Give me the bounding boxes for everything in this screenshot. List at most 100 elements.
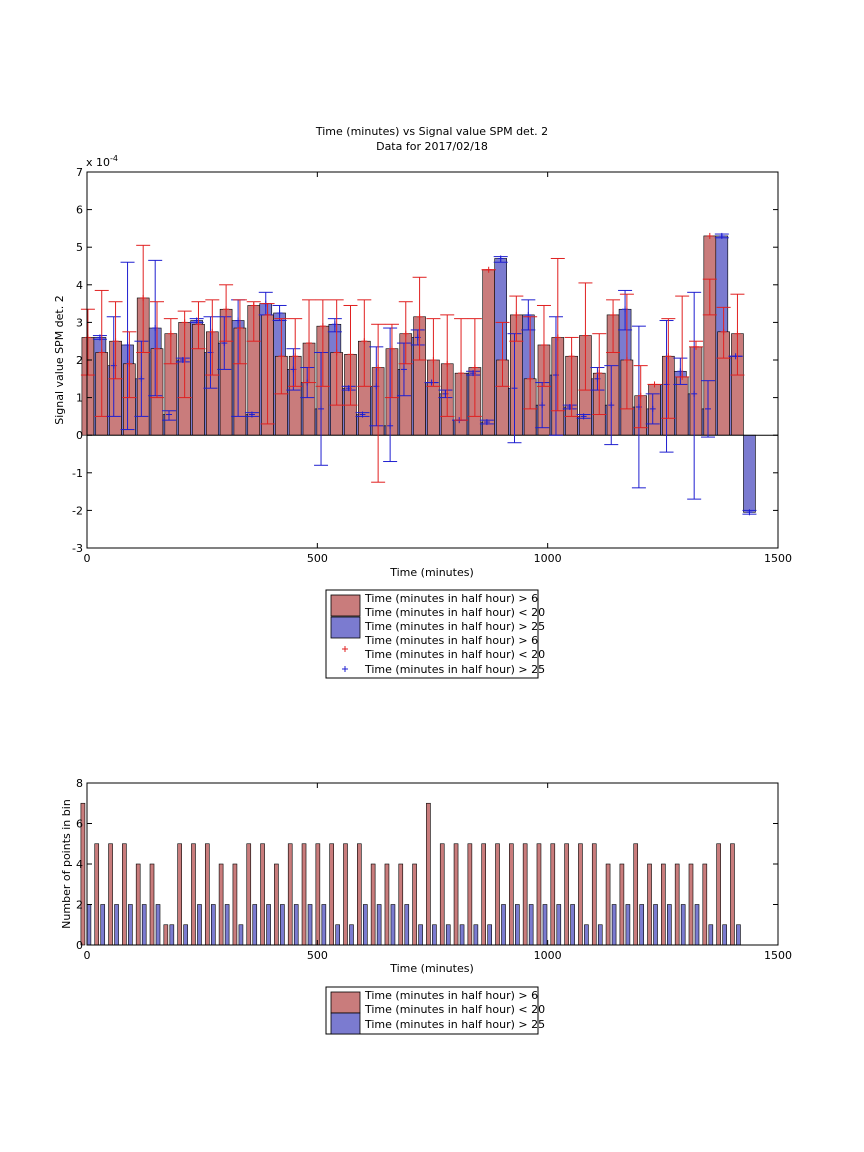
top-x-tick-label: 500 xyxy=(307,552,328,565)
count-bar-blue xyxy=(197,904,202,946)
count-bar-red xyxy=(467,843,473,946)
count-bar-red xyxy=(605,863,611,946)
red-error-bar xyxy=(315,299,330,387)
blue-error-bar xyxy=(479,419,494,426)
count-bar-red xyxy=(357,843,362,946)
red-error-bar xyxy=(440,314,455,417)
red-error-bar xyxy=(633,365,648,429)
red-error-bar xyxy=(371,323,386,483)
exponent-power: -4 xyxy=(110,154,118,163)
count-bar-red xyxy=(108,843,113,946)
red-error-bar xyxy=(412,276,427,361)
legend-red-line2: Time (minutes in half hour) < 20 xyxy=(364,606,545,619)
blue-error-bar xyxy=(162,410,177,421)
bottom-y-tick-label: 8 xyxy=(76,777,83,790)
count-bar-blue xyxy=(155,904,161,946)
bottom-legend-swatch-red xyxy=(330,991,361,1014)
count-bar-blue xyxy=(363,904,368,946)
top-x-axis-label: Time (minutes) xyxy=(389,566,474,579)
blue-error-bar xyxy=(189,317,204,324)
count-bar-blue xyxy=(293,904,299,946)
count-bar-blue xyxy=(708,924,714,946)
legend-swatch-red xyxy=(330,594,361,617)
blue-error-bar xyxy=(383,327,398,463)
count-bar-red xyxy=(619,863,625,946)
count-bar-blue xyxy=(349,924,354,946)
count-bar-blue xyxy=(556,904,562,946)
bottom-y-axis-label: Number of points in bin xyxy=(60,799,73,929)
count-bar-red xyxy=(80,802,86,946)
red-error-bar xyxy=(536,304,551,387)
blue-error-bar xyxy=(576,413,591,420)
count-bar-red xyxy=(536,843,542,946)
count-bar-blue xyxy=(418,924,423,946)
count-bar-blue xyxy=(653,904,658,946)
red-error-bar xyxy=(288,318,303,387)
blue-error-bar xyxy=(410,329,425,346)
red-error-bar xyxy=(329,299,344,406)
legend-red-line1: Time (minutes in half hour) > 6 xyxy=(364,592,538,605)
count-bar-red xyxy=(329,843,334,946)
bottom-x-tick-label: 500 xyxy=(307,949,328,962)
blue-error-bar xyxy=(396,342,411,397)
red-error-bar xyxy=(163,318,178,365)
count-bar-blue xyxy=(169,924,175,946)
red-error-bar xyxy=(688,340,703,350)
top-chart-subtitle: Data for 2017/02/18 xyxy=(376,140,488,153)
count-bar-red xyxy=(716,843,721,946)
bottom-legend-red-line1: Time (minutes in half hour) > 6 xyxy=(364,989,538,1002)
legend-red-marker-line2: Time (minutes in half hour) < 20 xyxy=(364,648,545,661)
bottom-y-tick-label: 0 xyxy=(76,939,83,952)
red-bar xyxy=(648,384,661,436)
top-chart-exponent: x 10-4 xyxy=(86,154,118,169)
bottom-y-tick-label: 2 xyxy=(76,899,83,912)
blue-error-bar xyxy=(272,304,287,322)
bottom-legend-blue-line: Time (minutes in half hour) > 25 xyxy=(364,1018,545,1031)
bottom-legend-swatch-blue xyxy=(330,1012,361,1035)
top-y-tick-label: 0 xyxy=(76,429,83,442)
red-error-bar xyxy=(260,303,275,425)
top-ticks: 0 500 1000 1500 -3 -2 -1 0 1 2 3 4 5 6 7 xyxy=(72,166,792,565)
blue-error-bar xyxy=(562,404,577,410)
blue-error-bar xyxy=(507,333,522,444)
count-bar-blue xyxy=(473,924,479,946)
count-bar-blue xyxy=(128,904,133,946)
bottom-chart: 0 500 1000 1500 0 2 4 6 8 Time (minutes) Number … xyxy=(60,777,792,1035)
blue-error-bar xyxy=(148,259,163,397)
top-y-tick-label: 1 xyxy=(76,392,83,405)
count-bar-red xyxy=(232,863,238,946)
count-bar-red xyxy=(730,843,735,946)
top-x-tick-label: 1500 xyxy=(764,552,792,565)
bottom-x-tick-label: 1500 xyxy=(764,949,792,962)
red-error-bar xyxy=(150,301,165,399)
legend-red-marker-line1: Time (minutes in half hour) > 6 xyxy=(364,634,538,647)
blue-error-bar xyxy=(327,318,342,333)
blue-error-bar xyxy=(659,320,674,453)
top-y-tick-label: -2 xyxy=(72,504,83,517)
red-error-bar xyxy=(481,266,496,273)
count-bar-red xyxy=(509,843,514,946)
red-error-bar xyxy=(177,310,192,399)
count-bar-red xyxy=(661,863,666,946)
count-bar-blue xyxy=(625,904,631,946)
blue-error-bar xyxy=(175,357,190,363)
count-bar-red xyxy=(688,863,694,946)
count-bar-blue xyxy=(266,904,271,946)
red-error-bar xyxy=(592,333,607,416)
count-bar-red xyxy=(674,863,680,946)
count-bar-blue xyxy=(238,924,244,946)
red-bar xyxy=(675,376,689,436)
top-chart: Time (minutes) vs Signal value SPM det. … xyxy=(53,125,792,679)
red-error-bar xyxy=(219,284,234,342)
count-bar-blue xyxy=(736,924,741,946)
count-bar-blue xyxy=(501,904,506,946)
top-y-tick-label: 2 xyxy=(76,354,83,367)
bottom-y-tick-label: 6 xyxy=(76,818,83,831)
blue-error-bar xyxy=(535,382,550,429)
red-error-bar xyxy=(509,295,524,342)
blue-error-bar xyxy=(134,340,149,417)
bottom-legend: Time (minutes in half hour) > 6 Time (mi… xyxy=(325,986,545,1035)
count-bar-blue xyxy=(487,924,492,946)
count-bar-red xyxy=(591,843,597,946)
count-bar-blue xyxy=(141,904,147,946)
